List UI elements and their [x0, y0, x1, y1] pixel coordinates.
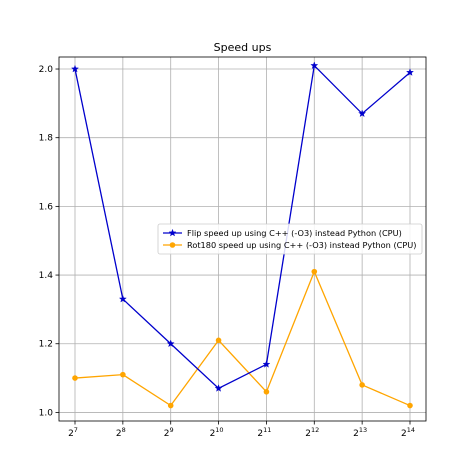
data-point-rot180: [215, 337, 222, 344]
y-tick-label: 1.4: [39, 271, 54, 281]
legend: Flip speed up using C++ (-O3) instead Py…: [157, 223, 423, 255]
x-tick-label: 212: [305, 426, 319, 439]
chart-title: Speed ups: [214, 41, 272, 54]
x-tick-exponent: 7: [74, 426, 78, 434]
data-point-flip: [118, 294, 127, 303]
legend-marker-rot180: [169, 242, 176, 248]
x-tick-exponent: 14: [407, 426, 415, 434]
plot-area: [58, 56, 427, 422]
data-point-flip: [71, 64, 79, 73]
x-tick-exponent: 12: [311, 426, 319, 434]
x-tick-exponent: 9: [170, 426, 174, 434]
data-series: [71, 61, 414, 409]
y-tick-label: 2.0: [39, 65, 54, 75]
x-tick-label: 28: [116, 426, 126, 439]
x-tick-label: 213: [353, 426, 367, 439]
y-tick-label: 1.6: [39, 202, 54, 212]
data-point-flip: [310, 61, 319, 69]
data-point-flip: [214, 384, 223, 392]
x-tick-exponent: 13: [359, 426, 367, 434]
x-tick-label: 214: [401, 426, 415, 439]
y-tick-label: 1.8: [39, 134, 54, 144]
data-point-rot180: [359, 382, 365, 388]
legend-label-rot180: Rot180 speed up using C++ (-O3) instead …: [187, 240, 417, 250]
data-point-rot180: [407, 402, 413, 409]
data-point-rot180: [263, 389, 270, 395]
series-flip: [71, 61, 414, 392]
data-point-flip: [262, 360, 271, 368]
series-rot180: [72, 268, 413, 409]
x-tick-exponent: 10: [215, 426, 223, 434]
legend-box: [157, 223, 423, 255]
data-point-rot180: [167, 402, 174, 409]
x-tick-label: 27: [68, 426, 78, 439]
x-tick-exponent: 8: [122, 426, 126, 434]
data-point-rot180: [72, 375, 78, 381]
data-point-flip: [358, 109, 367, 118]
series-line-rot180: [74, 269, 411, 407]
data-point-flip: [406, 68, 414, 76]
x-tick-label: 210: [210, 426, 224, 439]
x-tick-label: 211: [257, 426, 271, 439]
data-point-rot180: [120, 371, 126, 378]
data-point-rot180: [311, 268, 318, 275]
data-point-flip: [166, 339, 175, 348]
y-tick-label: 1.0: [39, 408, 54, 418]
legend-label-flip: Flip speed up using C++ (-O3) instead Py…: [187, 228, 402, 238]
x-tick-exponent: 11: [263, 426, 271, 434]
series-line-flip: [74, 64, 411, 390]
y-tick-label: 1.2: [39, 340, 53, 350]
x-tick-label: 29: [164, 426, 174, 439]
legend-marker-flip: [168, 228, 177, 237]
